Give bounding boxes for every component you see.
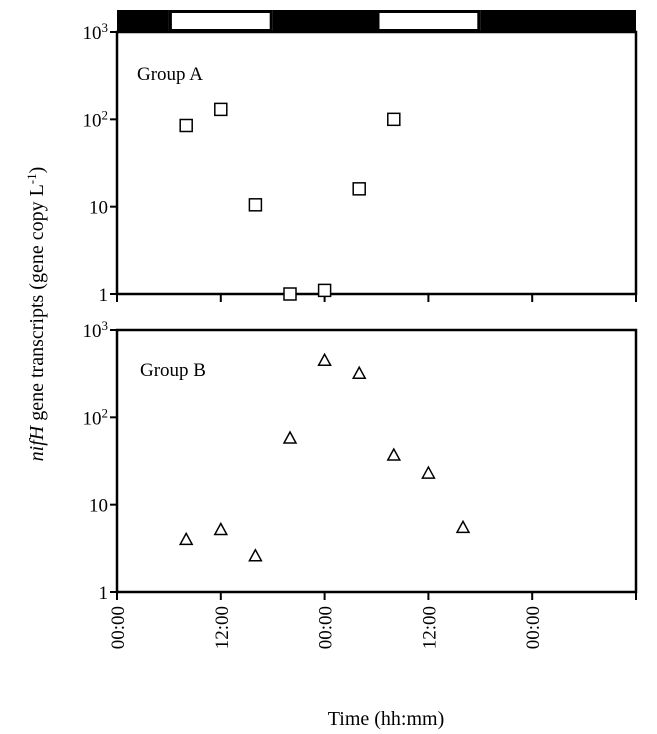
data-point-triangle <box>455 519 471 534</box>
data-point-square <box>179 118 193 133</box>
light-period <box>171 13 270 29</box>
data-point-square <box>248 198 263 212</box>
panel-a: Group A 1 10 102 103 <box>83 20 638 306</box>
panel-a-label: Group A <box>137 64 203 85</box>
data-point-square <box>283 287 297 301</box>
data-point-triangle <box>248 548 263 562</box>
light-dark-bar <box>117 10 636 32</box>
panel-b-y-ticks: 1 10 102 103 <box>83 318 117 604</box>
data-point-square <box>317 283 332 298</box>
y-axis-title-close: ) <box>26 167 48 174</box>
y-axis-title: nifH gene transcripts (gene copy L-1) <box>24 167 49 462</box>
x-axis-title: Time (hh:mm) <box>328 708 445 730</box>
y-tick-label: 103 <box>83 20 109 45</box>
y-axis-title-sup: -1 <box>24 173 39 184</box>
x-tick-label: 00:00 <box>523 606 544 649</box>
data-point-triangle <box>386 447 402 461</box>
panel-b-x-ticks <box>116 592 637 600</box>
light-period <box>379 13 478 29</box>
data-point-triangle <box>213 521 229 536</box>
data-point-triangle <box>317 352 332 367</box>
x-tick-label: 12:00 <box>212 606 233 649</box>
data-point-square <box>214 102 228 117</box>
data-point-triangle <box>178 531 194 546</box>
y-tick-label: 1 <box>99 285 109 306</box>
panel-a-y-ticks: 1 10 102 103 <box>83 20 117 306</box>
data-point-square <box>387 112 401 127</box>
y-tick-label: 1 <box>99 583 109 604</box>
x-tick-label: 12:00 <box>419 606 440 649</box>
panel-b-label: Group B <box>140 360 206 381</box>
dark-period <box>480 10 636 32</box>
data-point-square <box>352 182 366 196</box>
y-axis-title-gene: nifH <box>26 424 48 461</box>
dark-period <box>272 10 377 32</box>
y-axis-title-main: gene transcripts (gene copy L <box>26 184 48 426</box>
panel-a-frame <box>115 30 638 296</box>
panel-b-points <box>178 352 471 562</box>
panel-a-x-ticks <box>116 294 637 302</box>
x-tick-labels: 00:00 12:00 00:00 12:00 00:00 <box>108 606 544 649</box>
panel-a-points <box>179 102 401 301</box>
y-tick-label: 102 <box>83 107 109 132</box>
y-tick-label: 103 <box>83 318 109 343</box>
y-tick-label: 10 <box>89 198 108 219</box>
data-point-triangle <box>351 365 367 379</box>
data-point-triangle <box>282 430 298 444</box>
dark-period <box>117 10 169 32</box>
x-tick-label: 00:00 <box>316 606 337 649</box>
x-tick-label: 00:00 <box>108 606 129 649</box>
y-tick-label: 10 <box>89 496 108 517</box>
panel-b-frame <box>115 328 638 594</box>
data-point-triangle <box>421 465 436 479</box>
y-tick-label: 102 <box>83 405 109 430</box>
